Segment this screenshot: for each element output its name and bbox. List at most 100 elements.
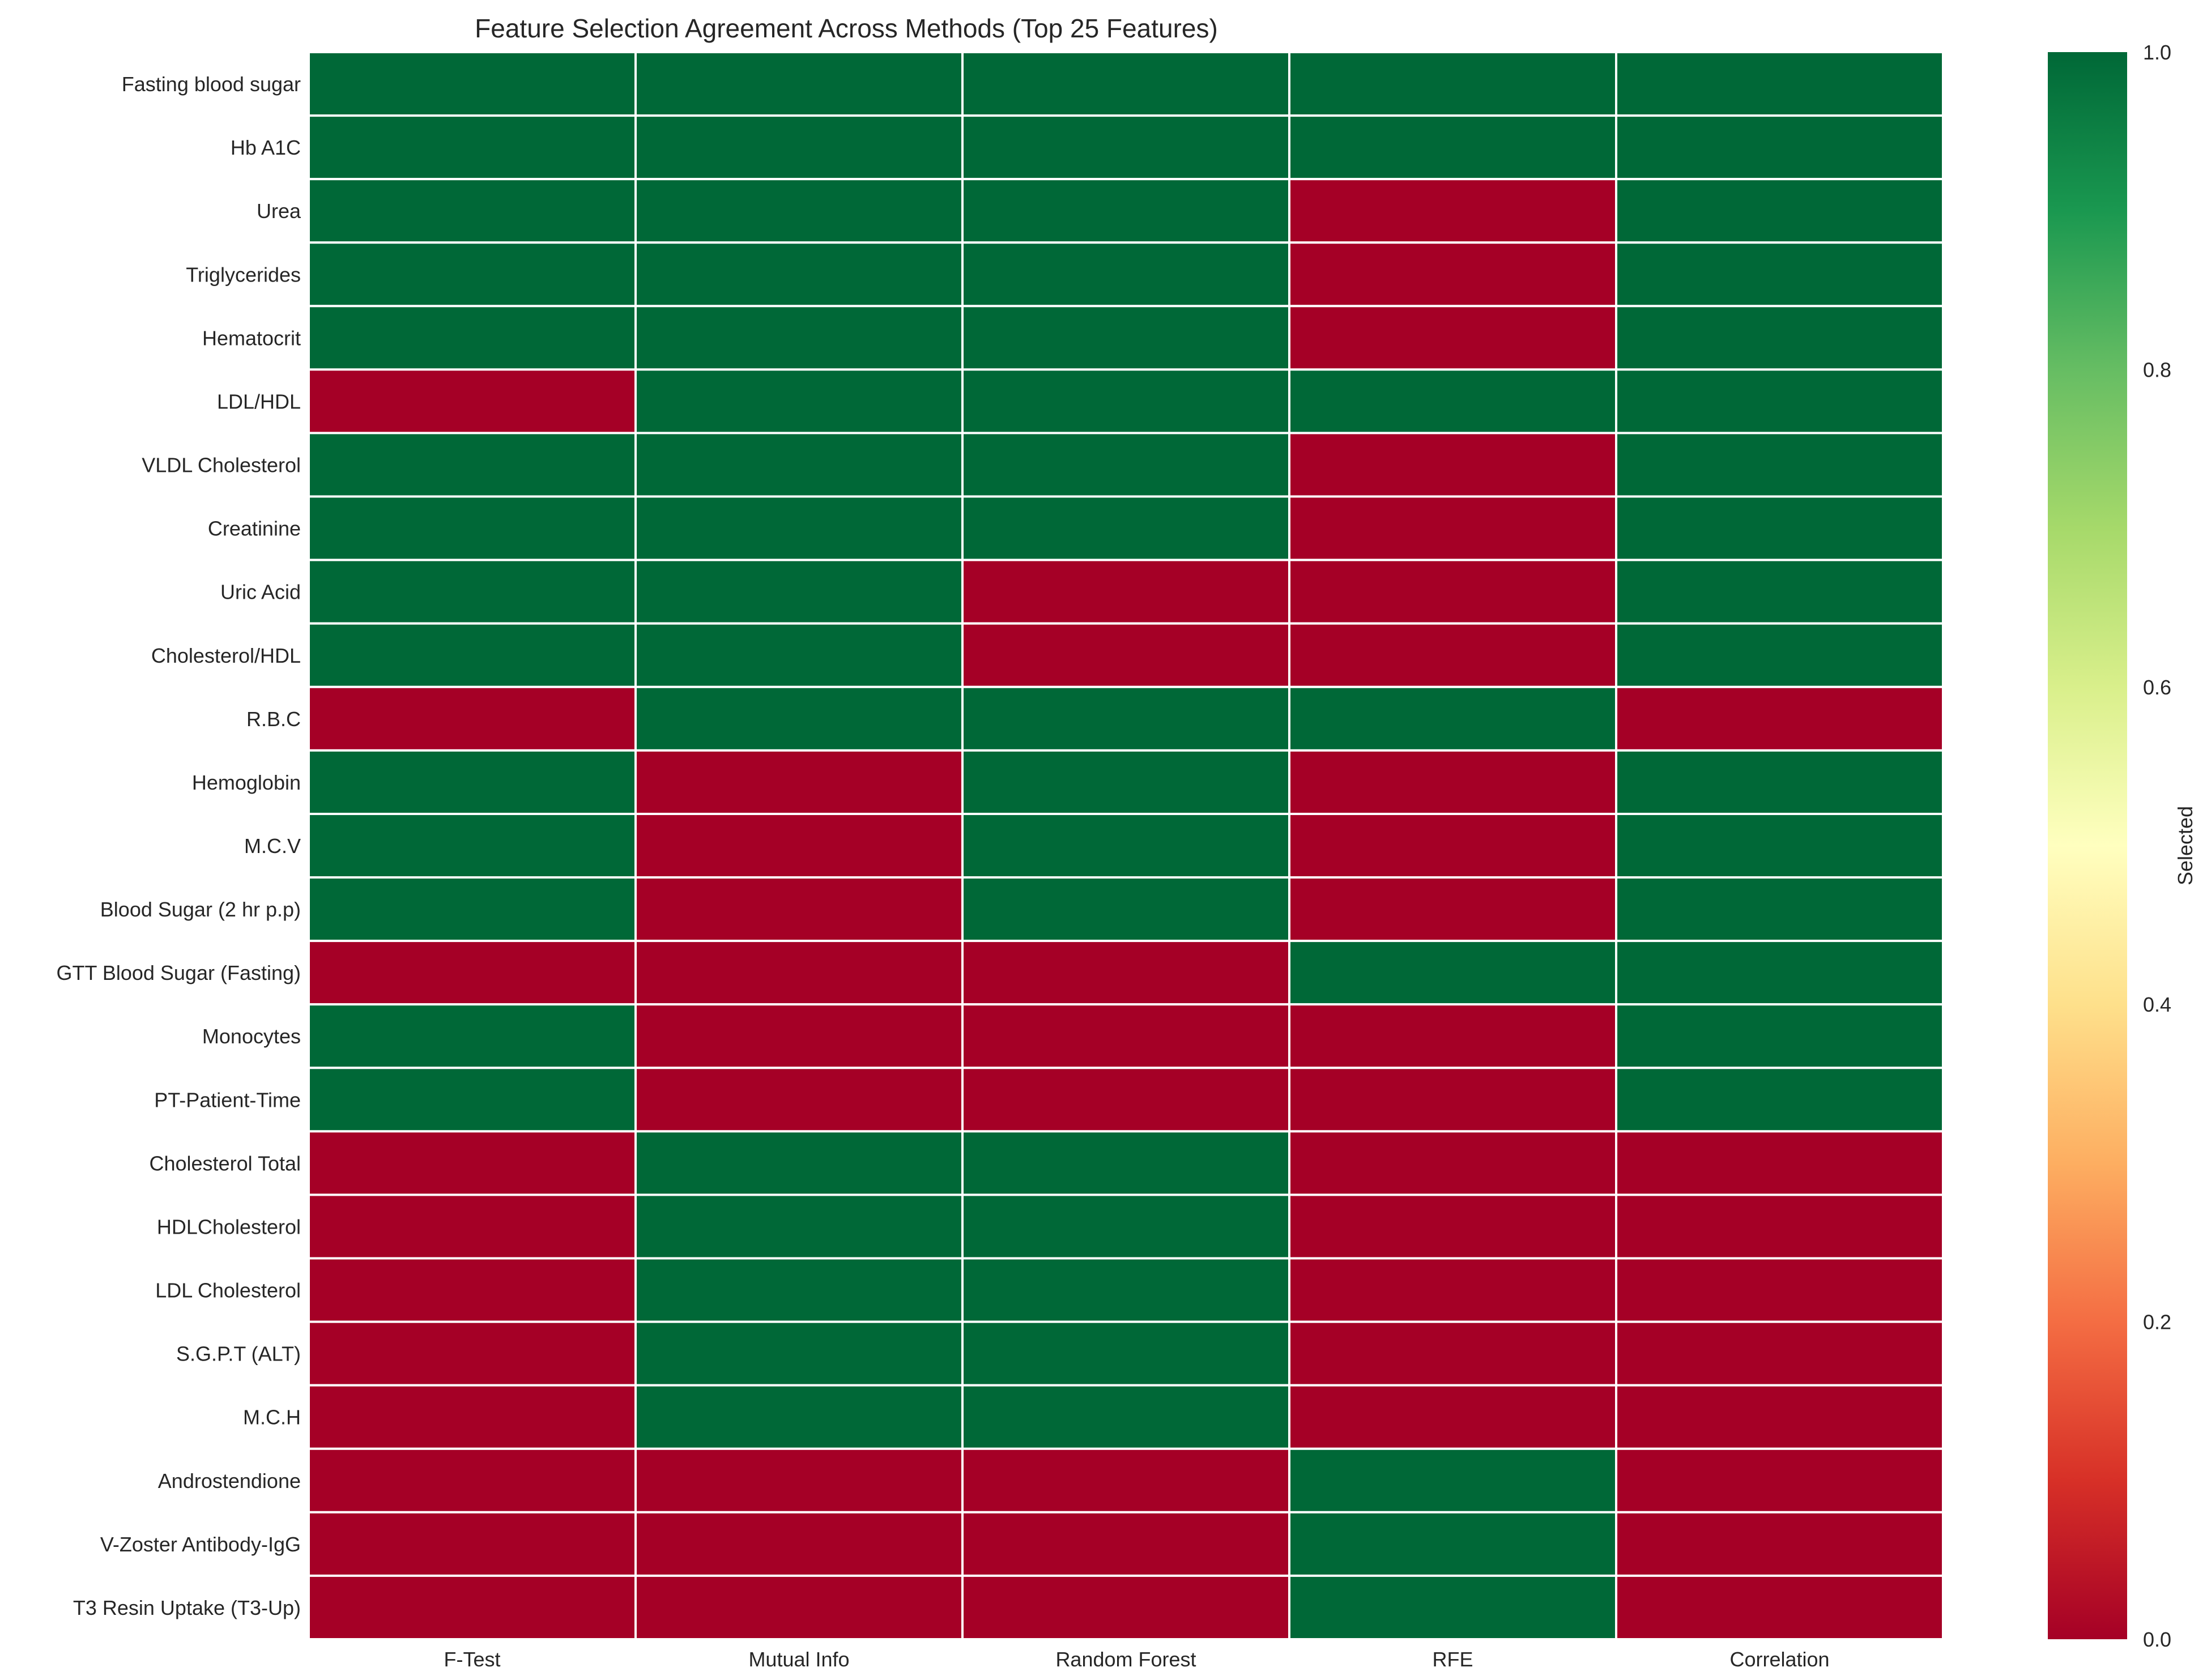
- heatmap-cell: [1288, 368, 1617, 434]
- heatmap-cell: [1615, 685, 1944, 752]
- y-tick-label: Hb A1C: [231, 136, 301, 159]
- heatmap-cell: [961, 749, 1290, 815]
- heatmap-cell: [1288, 940, 1617, 1006]
- heatmap-cell: [634, 432, 964, 498]
- y-tick-label: PT-Patient-Time: [154, 1088, 301, 1111]
- heatmap-cell: [961, 495, 1290, 561]
- heatmap-cell: [308, 940, 637, 1006]
- colorbar-ticks: 0.0 0.2 0.4 0.6 0.8 1.0: [2143, 41, 2171, 1651]
- heatmap-cell: [1288, 1320, 1617, 1387]
- heatmap-cell: [961, 114, 1290, 181]
- heatmap-cell: [1288, 178, 1617, 244]
- colorbar-tick-label: 1.0: [2143, 41, 2171, 64]
- y-tick-label: VLDL Cholesterol: [142, 454, 301, 477]
- y-tick-label: Cholesterol Total: [150, 1152, 301, 1175]
- heatmap-cell: [308, 241, 637, 308]
- heatmap-cell: [308, 685, 637, 752]
- heatmap-cell: [308, 622, 637, 688]
- heatmap-cell: [634, 495, 964, 561]
- heatmap-cell: [308, 1193, 637, 1260]
- y-tick-label: T3 Resin Uptake (T3-Up): [73, 1596, 301, 1619]
- heatmap-cell: [1615, 305, 1944, 371]
- heatmap-cell: [634, 940, 964, 1006]
- colorbar-tick-label: 0.4: [2143, 993, 2171, 1016]
- x-axis-labels: F-Test Mutual Info Random Forest RFE Correla…: [444, 1648, 1829, 1671]
- heatmap-cell: [1288, 1447, 1617, 1513]
- heatmap-cell: [961, 1320, 1290, 1387]
- heatmap-cell: [1288, 1003, 1617, 1069]
- heatmap-cell: [1615, 812, 1944, 879]
- heatmap-cell: [1615, 178, 1944, 244]
- heatmap-cell: [1615, 495, 1944, 561]
- colorbar-tick-label: 0.8: [2143, 358, 2171, 381]
- heatmap-cell: [308, 876, 637, 943]
- heatmap-cell: [308, 114, 637, 181]
- y-tick-label: GTT Blood Sugar (Fasting): [56, 961, 301, 984]
- heatmap-cell: [634, 1067, 964, 1133]
- heatmap-cell: [1615, 1003, 1944, 1069]
- heatmap-cell: [634, 749, 964, 815]
- heatmap-cell: [1615, 51, 1944, 117]
- heatmap-cell: [1288, 812, 1617, 879]
- heatmap-cell: [634, 241, 964, 308]
- heatmap-cell: [1288, 1130, 1617, 1196]
- heatmap-cell: [1615, 622, 1944, 688]
- heatmap-cell: [961, 1384, 1290, 1450]
- heatmap-cell: [1615, 1384, 1944, 1450]
- y-tick-label: Creatinine: [208, 517, 301, 540]
- heatmap-cell: [961, 812, 1290, 879]
- heatmap-cell: [308, 495, 637, 561]
- heatmap-cell: [634, 1193, 964, 1260]
- heatmap-cell: [1615, 1067, 1944, 1133]
- heatmap-cell: [1615, 1257, 1944, 1323]
- y-tick-label: M.C.V: [244, 834, 301, 858]
- heatmap-cell: [1615, 1447, 1944, 1513]
- heatmap-cell: [308, 1511, 637, 1577]
- heatmap-cell: [1615, 558, 1944, 625]
- heatmap-cell: [308, 1067, 637, 1133]
- heatmap-cell: [1615, 1130, 1944, 1196]
- heatmap-cell: [634, 114, 964, 181]
- heatmap-cell: [308, 368, 637, 434]
- heatmap-cell: [1615, 940, 1944, 1006]
- heatmap-cell: [634, 558, 964, 625]
- heatmap-cell: [1288, 1257, 1617, 1323]
- heatmap-cell: [961, 622, 1290, 688]
- heatmap-cell: [634, 1511, 964, 1577]
- heatmap-cell: [308, 178, 637, 244]
- heatmap-cells: [308, 51, 1944, 1640]
- colorbar-tick-label: 0.6: [2143, 676, 2171, 699]
- heatmap-cell: [961, 1193, 1290, 1260]
- heatmap-cell: [634, 1574, 964, 1640]
- heatmap-cell: [961, 1003, 1290, 1069]
- heatmap-cell: [1615, 1320, 1944, 1387]
- heatmap-cell: [1288, 876, 1617, 943]
- heatmap-cell: [961, 1574, 1290, 1640]
- y-tick-label: Monocytes: [202, 1025, 301, 1048]
- heatmap-cell: [1615, 749, 1944, 815]
- heatmap-cell: [1288, 622, 1617, 688]
- heatmap-cell: [308, 432, 637, 498]
- heatmap-cell: [308, 51, 637, 117]
- heatmap-cell: [634, 622, 964, 688]
- heatmap-cell: [1288, 241, 1617, 308]
- heatmap-cell: [1615, 432, 1944, 498]
- heatmap-cell: [308, 1257, 637, 1323]
- heatmap-cell: [961, 1511, 1290, 1577]
- y-tick-label: M.C.H: [243, 1406, 301, 1429]
- heatmap-cell: [1615, 368, 1944, 434]
- heatmap-cell: [308, 305, 637, 371]
- heatmap-cell: [1288, 305, 1617, 371]
- heatmap-cell: [634, 1257, 964, 1323]
- heatmap-cell: [634, 368, 964, 434]
- heatmap-cell: [634, 812, 964, 879]
- heatmap-cell: [634, 1003, 964, 1069]
- heatmap-cell: [308, 1003, 637, 1069]
- heatmap-cell: [1288, 1193, 1617, 1260]
- heatmap-cell: [961, 1067, 1290, 1133]
- y-tick-label: LDL/HDL: [217, 390, 301, 413]
- colorbar-tick-label: 0.2: [2143, 1311, 2171, 1334]
- heatmap-cell: [961, 876, 1290, 943]
- y-tick-label: Androstendione: [158, 1469, 301, 1493]
- colorbar: 0.0 0.2 0.4 0.6 0.8 1.0 Selected: [2048, 41, 2197, 1651]
